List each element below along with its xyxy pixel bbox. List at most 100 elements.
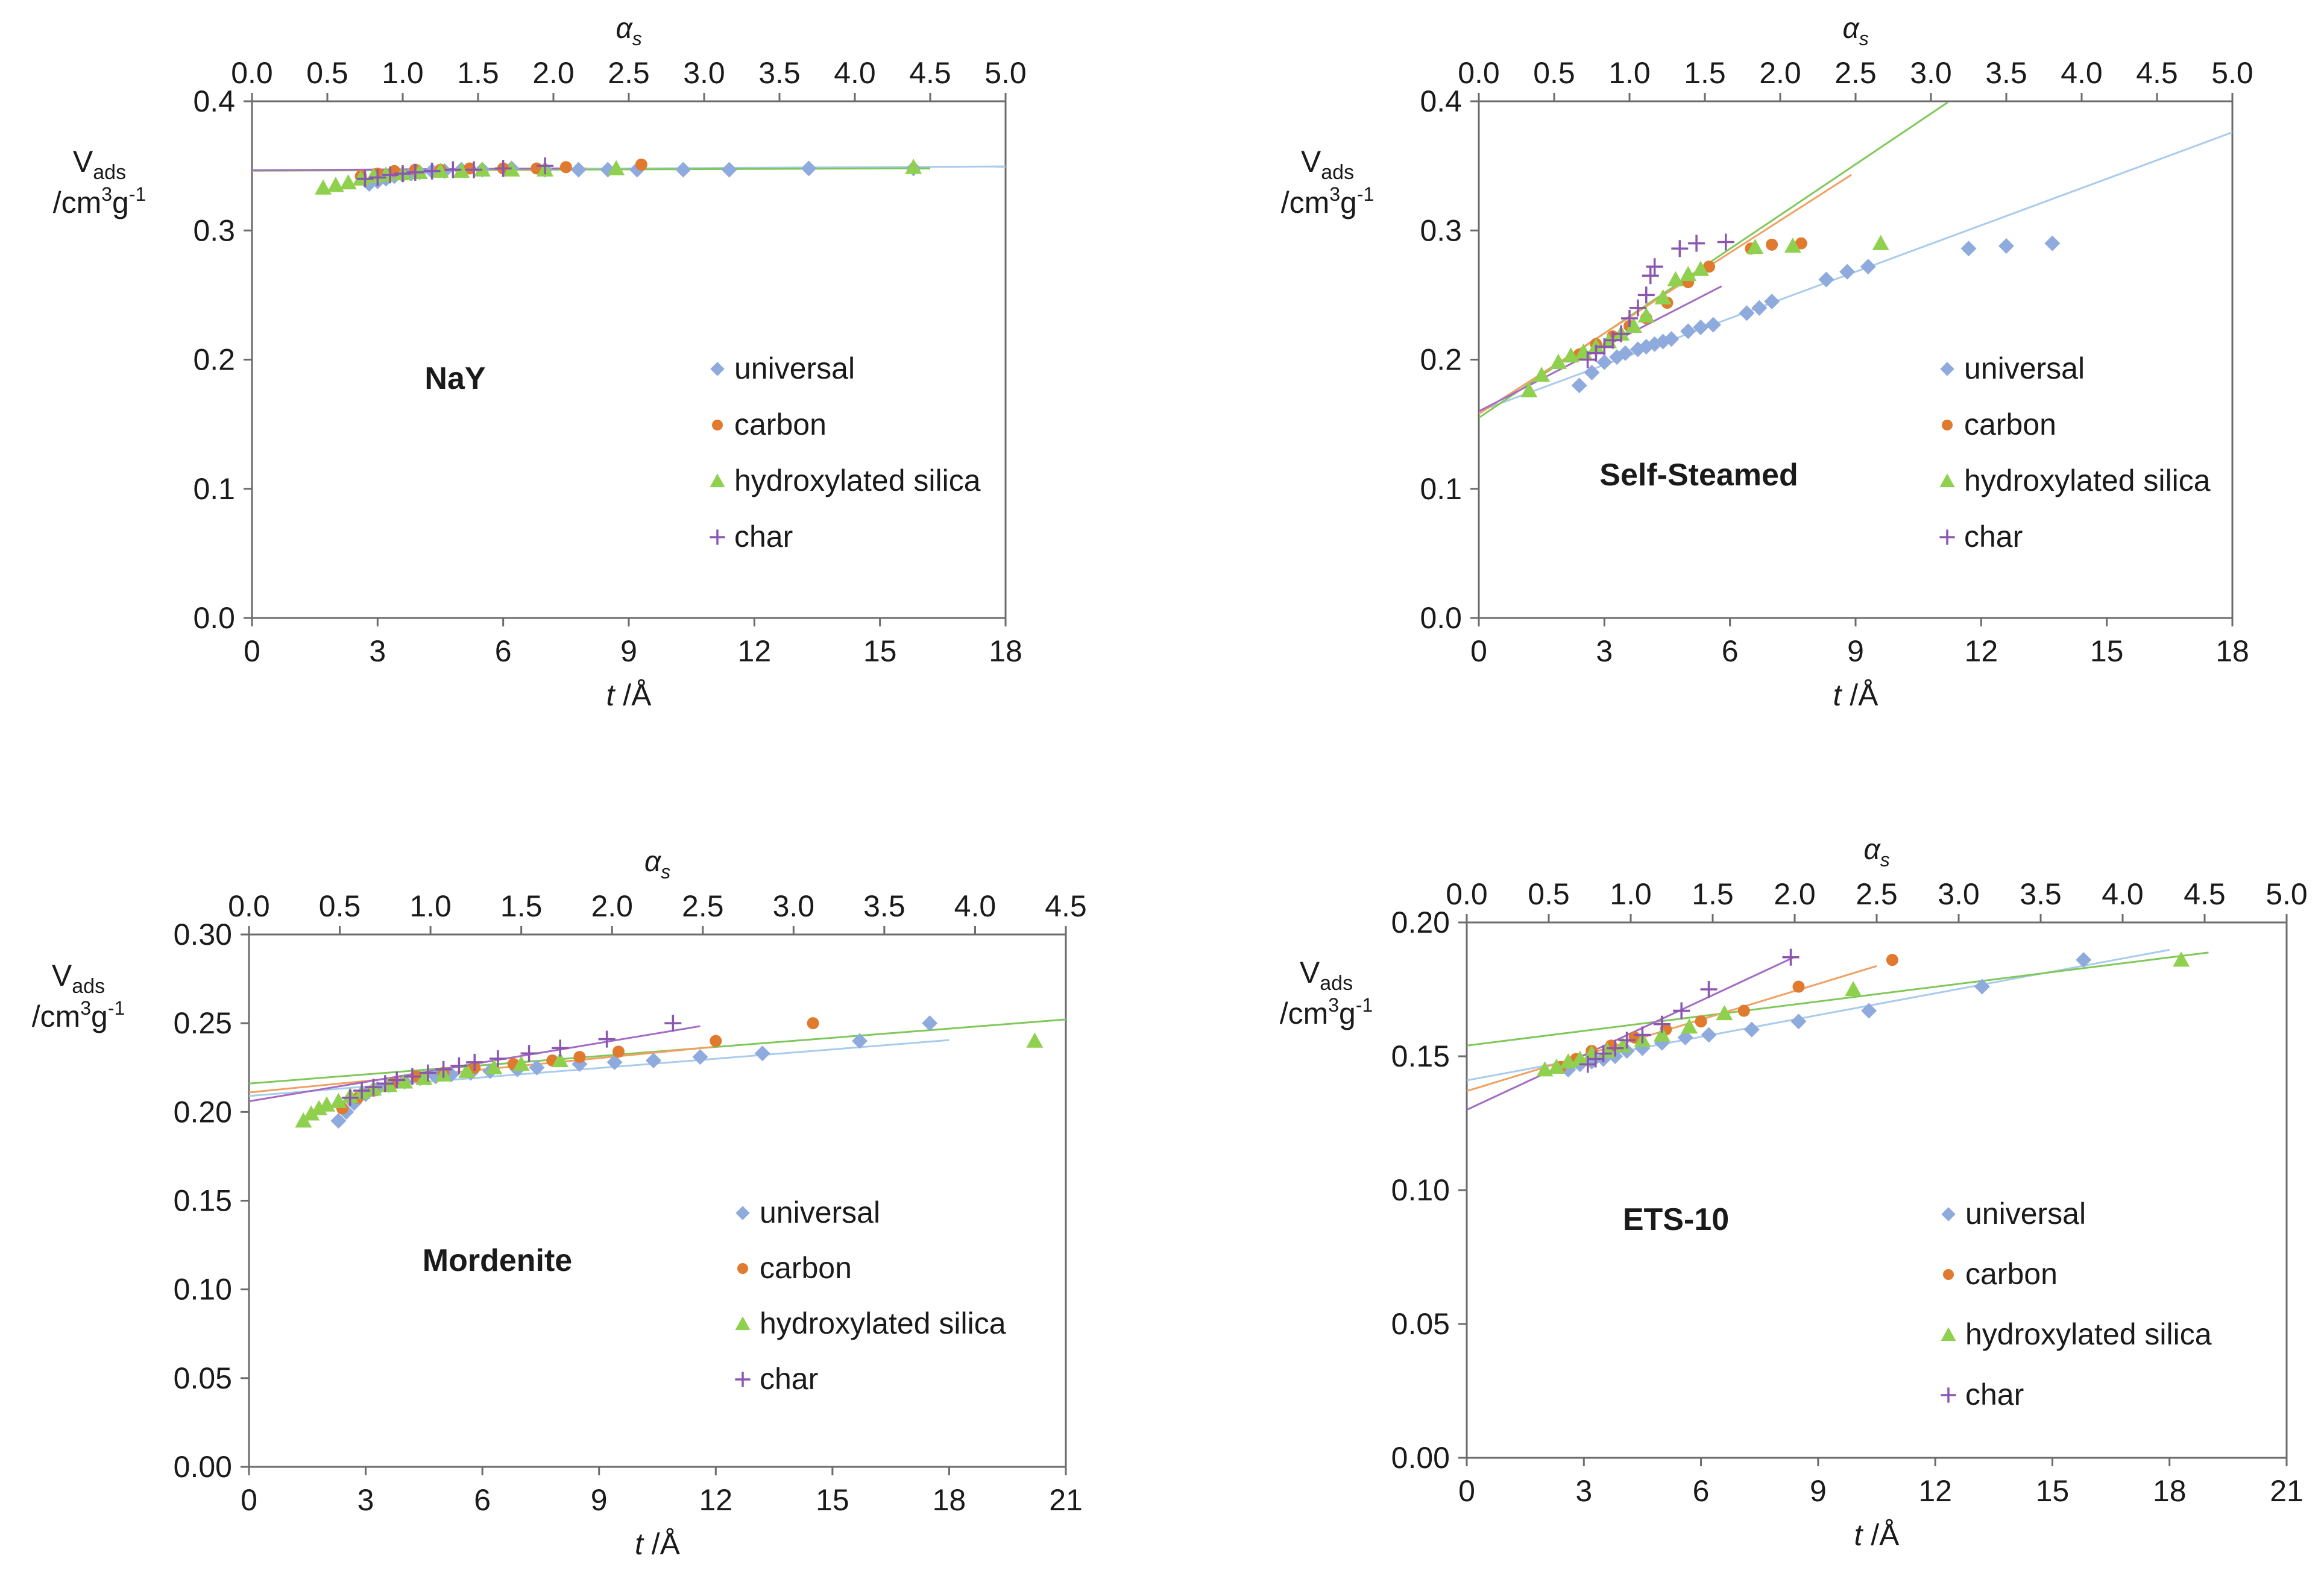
x-tick-label: 18 — [933, 1483, 966, 1517]
data-point-char — [1642, 267, 1659, 285]
data-point-hydroxylated_silica — [1716, 1004, 1733, 1021]
y-tick-label: 0.15 — [1391, 1039, 1450, 1073]
legend-marker-carbon — [1942, 420, 1953, 430]
x-tick-label: 12 — [699, 1483, 732, 1517]
x-tick-label: 6 — [495, 634, 512, 668]
alpha-tick-label: 0.5 — [319, 889, 361, 923]
alpha-tick-label: 1.5 — [500, 889, 543, 923]
data-point-universal — [1743, 1021, 1760, 1038]
y-tick-label: 0.0 — [193, 601, 235, 635]
chart-title: Self-Steamed — [1599, 458, 1798, 493]
legend-marker-carbon — [1943, 1269, 1954, 1280]
data-point-char — [537, 157, 554, 175]
data-point-char — [365, 1079, 382, 1096]
data-point-carbon — [1886, 954, 1898, 966]
data-point-hydroxylated_silica — [1026, 1032, 1044, 1048]
legend-marker-char — [735, 1372, 751, 1387]
data-point-universal — [721, 162, 737, 178]
legend-marker-universal — [735, 1206, 750, 1220]
t-axis-title: t /Å — [1854, 1518, 1900, 1552]
alpha-axis-title: αs — [644, 846, 670, 883]
y-axis-label-unit: /cm3g-1 — [53, 183, 146, 219]
data-point-universal — [922, 1015, 938, 1032]
y-tick-label: 0.1 — [1420, 472, 1462, 506]
legend-marker-char — [1941, 1387, 1956, 1403]
data-point-universal — [646, 1052, 662, 1068]
data-point-char — [376, 1075, 394, 1092]
data-point-carbon — [612, 1045, 625, 1058]
alpha-axis-title: αs — [1842, 13, 1868, 49]
alpha-tick-label: 0.0 — [228, 889, 270, 923]
legend-label: universal — [1965, 1197, 2086, 1231]
data-point-char — [1646, 258, 1663, 276]
data-point-hydroxylated_silica — [905, 159, 922, 174]
data-point-universal — [1861, 1003, 1877, 1019]
x-tick-label: 12 — [738, 634, 772, 668]
data-point-universal — [1860, 259, 1876, 275]
y-tick-label: 0.2 — [1420, 343, 1462, 377]
legend-label: carbon — [1964, 408, 2056, 441]
x-tick-label: 6 — [474, 1483, 491, 1517]
x-tick-label: 9 — [1810, 1474, 1827, 1508]
alpha-tick-label: 3.5 — [1985, 56, 2027, 90]
data-point-char — [1607, 1039, 1624, 1057]
data-point-char — [404, 1068, 421, 1085]
data-point-hydroxylated_silica — [339, 174, 357, 190]
alpha-tick-label: 5.0 — [2211, 56, 2253, 90]
data-point-hydroxylated_silica — [1784, 237, 1801, 253]
legend-marker-carbon — [712, 420, 723, 430]
data-point-universal — [801, 160, 817, 177]
data-point-char — [1782, 948, 1800, 966]
data-point-hydroxylated_silica — [1653, 1026, 1671, 1042]
data-point-char — [382, 166, 399, 184]
alpha-tick-label: 3.0 — [1910, 56, 1952, 90]
data-point-char — [1595, 1045, 1612, 1062]
plot-area — [252, 157, 1006, 195]
data-point-char — [1637, 286, 1655, 304]
data-point-universal — [1839, 263, 1856, 280]
alpha-tick-label: 2.0 — [591, 889, 633, 923]
data-point-carbon — [1737, 1004, 1750, 1017]
x-tick-label: 15 — [863, 634, 897, 668]
plot-area — [1479, 101, 2232, 419]
data-point-char — [419, 1064, 436, 1082]
legend-marker-carbon — [737, 1263, 748, 1274]
y-tick-label: 0.4 — [193, 84, 235, 118]
fit-line-carbon — [249, 1046, 712, 1094]
x-tick-label: 3 — [369, 634, 386, 668]
data-point-universal — [1677, 1029, 1693, 1045]
chart-title: Mordenite — [423, 1243, 572, 1278]
data-point-char — [1629, 299, 1646, 317]
fit-line-hydroxylated_silica — [1479, 101, 1948, 419]
chart-title: NaY — [424, 361, 485, 396]
alpha-tick-label: 0.5 — [306, 56, 348, 90]
data-point-char — [388, 1071, 406, 1089]
data-point-char — [494, 160, 512, 177]
y-axis-label-quantity: Vads — [73, 145, 126, 184]
legend-label: char — [1965, 1378, 2024, 1411]
alpha-tick-label: 3.0 — [773, 889, 815, 923]
data-point-universal — [1596, 354, 1613, 370]
data-point-char — [444, 161, 462, 178]
alpha-axis-title: αs — [616, 13, 641, 49]
y-tick-label: 0.00 — [174, 1450, 232, 1484]
data-point-char — [450, 1057, 468, 1074]
data-point-char — [423, 162, 441, 180]
chart-panel-self-steamed: 0 3 6 9 12 15 180.00.10.20.30.40.0 0.5 1.0 1.5 2.0… — [1281, 13, 2253, 712]
data-point-char — [598, 1030, 616, 1048]
y-axis-label-unit: /cm3g-1 — [1280, 994, 1373, 1030]
y-tick-label: 0.10 — [1391, 1173, 1450, 1207]
alpha-tick-label: 3.5 — [758, 56, 801, 90]
data-point-hydroxylated_silica — [330, 1092, 347, 1108]
data-point-hydroxylated_silica — [608, 160, 625, 175]
data-point-hydroxylated_silica — [1571, 1050, 1589, 1066]
data-point-hydroxylated_silica — [1872, 235, 1889, 250]
data-point-carbon — [807, 1017, 819, 1030]
data-point-char — [552, 1039, 569, 1057]
data-point-char — [394, 165, 411, 182]
alpha-tick-label: 4.0 — [2061, 56, 2103, 90]
data-point-carbon — [710, 1035, 722, 1047]
data-point-hydroxylated_silica — [485, 1059, 503, 1074]
data-point-universal — [852, 1033, 868, 1049]
x-tick-label: 15 — [2090, 634, 2124, 668]
